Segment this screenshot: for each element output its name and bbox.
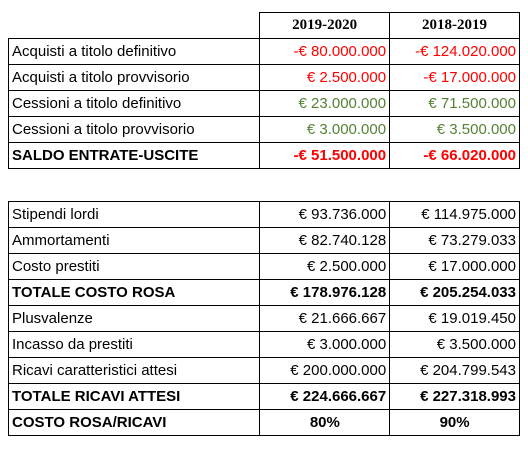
row-label: Ammortamenti xyxy=(7,227,261,254)
cell-value: € 204.799.543 xyxy=(389,357,520,384)
row-label: Cessioni a titolo definitivo xyxy=(7,90,261,117)
table-row: COSTO ROSA/RICAVI 80% 90% xyxy=(7,409,520,436)
row-label: Ricavi caratteristici attesi xyxy=(7,357,261,384)
table-row: Stipendi lordi € 93.736.000 € 114.975.000 xyxy=(7,201,520,228)
table-row: Ricavi caratteristici attesi € 200.000.00… xyxy=(7,357,520,384)
cell-value: € 224.666.667 xyxy=(259,383,391,410)
table-row: SALDO ENTRATE-USCITE -€ 51.500.000 -€ 66.0… xyxy=(7,142,520,169)
row-label: Costo prestiti xyxy=(7,253,261,280)
cell-value: -€ 124.020.000 xyxy=(389,38,520,65)
cell-value: € 17.000.000 xyxy=(389,253,520,280)
row-label: Acquisti a titolo provvisorio xyxy=(7,64,261,91)
cost-table: Stipendi lordi € 93.736.000 € 114.975.000 A… xyxy=(7,201,520,436)
header-row: 2019-2020 2018-2019 xyxy=(8,12,520,39)
row-label: Plusvalenze xyxy=(7,305,261,332)
cell-value: € 82.740.128 xyxy=(259,227,391,254)
cell-value: € 3.000.000 xyxy=(259,116,391,143)
table-row: Acquisti a titolo provvisorio € 2.500.000… xyxy=(7,64,520,91)
cell-value: 90% xyxy=(389,409,520,436)
table-row: TOTALE RICAVI ATTESI € 224.666.667 € 227.3… xyxy=(7,383,520,410)
cell-value: € 73.279.033 xyxy=(389,227,520,254)
cell-value: € 3.500.000 xyxy=(389,116,520,143)
cell-value: € 19.019.450 xyxy=(389,305,520,332)
table-row: TOTALE COSTO ROSA € 178.976.128 € 205.254.… xyxy=(7,279,520,306)
column-header: 2019-2020 xyxy=(259,12,391,39)
table-row: Ammortamenti € 82.740.128 € 73.279.033 xyxy=(7,227,520,254)
row-label: SALDO ENTRATE-USCITE xyxy=(7,142,261,169)
cell-value: € 114.975.000 xyxy=(389,201,520,228)
row-label: Stipendi lordi xyxy=(7,201,261,228)
column-header: 2018-2019 xyxy=(389,12,520,39)
table-row: Costo prestiti € 2.500.000 € 17.000.000 xyxy=(7,253,520,280)
table-row: Acquisti a titolo definitivo -€ 80.000.00… xyxy=(7,38,520,65)
row-label: TOTALE COSTO ROSA xyxy=(7,279,261,306)
row-label: Cessioni a titolo provvisorio xyxy=(7,116,261,143)
table-row: Cessioni a titolo provvisorio € 3.000.000… xyxy=(7,116,520,143)
cell-value: € 205.254.033 xyxy=(389,279,520,306)
cell-value: € 23.000.000 xyxy=(259,90,391,117)
table-row: Incasso da prestiti € 3.000.000 € 3.500.00… xyxy=(7,331,520,358)
cell-value: € 200.000.000 xyxy=(259,357,391,384)
cell-value: € 71.500.000 xyxy=(389,90,520,117)
row-label: Acquisti a titolo definitivo xyxy=(7,38,261,65)
cell-value: € 3.500.000 xyxy=(389,331,520,358)
row-label: COSTO ROSA/RICAVI xyxy=(7,409,261,436)
cell-value: -€ 66.020.000 xyxy=(389,142,520,169)
cell-value: -€ 80.000.000 xyxy=(259,38,391,65)
cell-value: € 178.976.128 xyxy=(259,279,391,306)
cell-value: € 2.500.000 xyxy=(259,64,391,91)
cell-value: -€ 17.000.000 xyxy=(389,64,520,91)
cell-value: -€ 51.500.000 xyxy=(259,142,391,169)
cell-value: € 3.000.000 xyxy=(259,331,391,358)
cell-value: € 227.318.993 xyxy=(389,383,520,410)
table-row: Cessioni a titolo definitivo € 23.000.000… xyxy=(7,90,520,117)
cell-value: € 93.736.000 xyxy=(259,201,391,228)
corner xyxy=(8,12,260,39)
cell-value: 80% xyxy=(259,409,391,436)
transfer-table: 2019-2020 2018-2019 Acquisti a titolo de… xyxy=(7,12,520,169)
table-row: Plusvalenze € 21.666.667 € 19.019.450 xyxy=(7,305,520,332)
cell-value: € 21.666.667 xyxy=(259,305,391,332)
row-label: TOTALE RICAVI ATTESI xyxy=(7,383,261,410)
cell-value: € 2.500.000 xyxy=(259,253,391,280)
row-label: Incasso da prestiti xyxy=(7,331,261,358)
